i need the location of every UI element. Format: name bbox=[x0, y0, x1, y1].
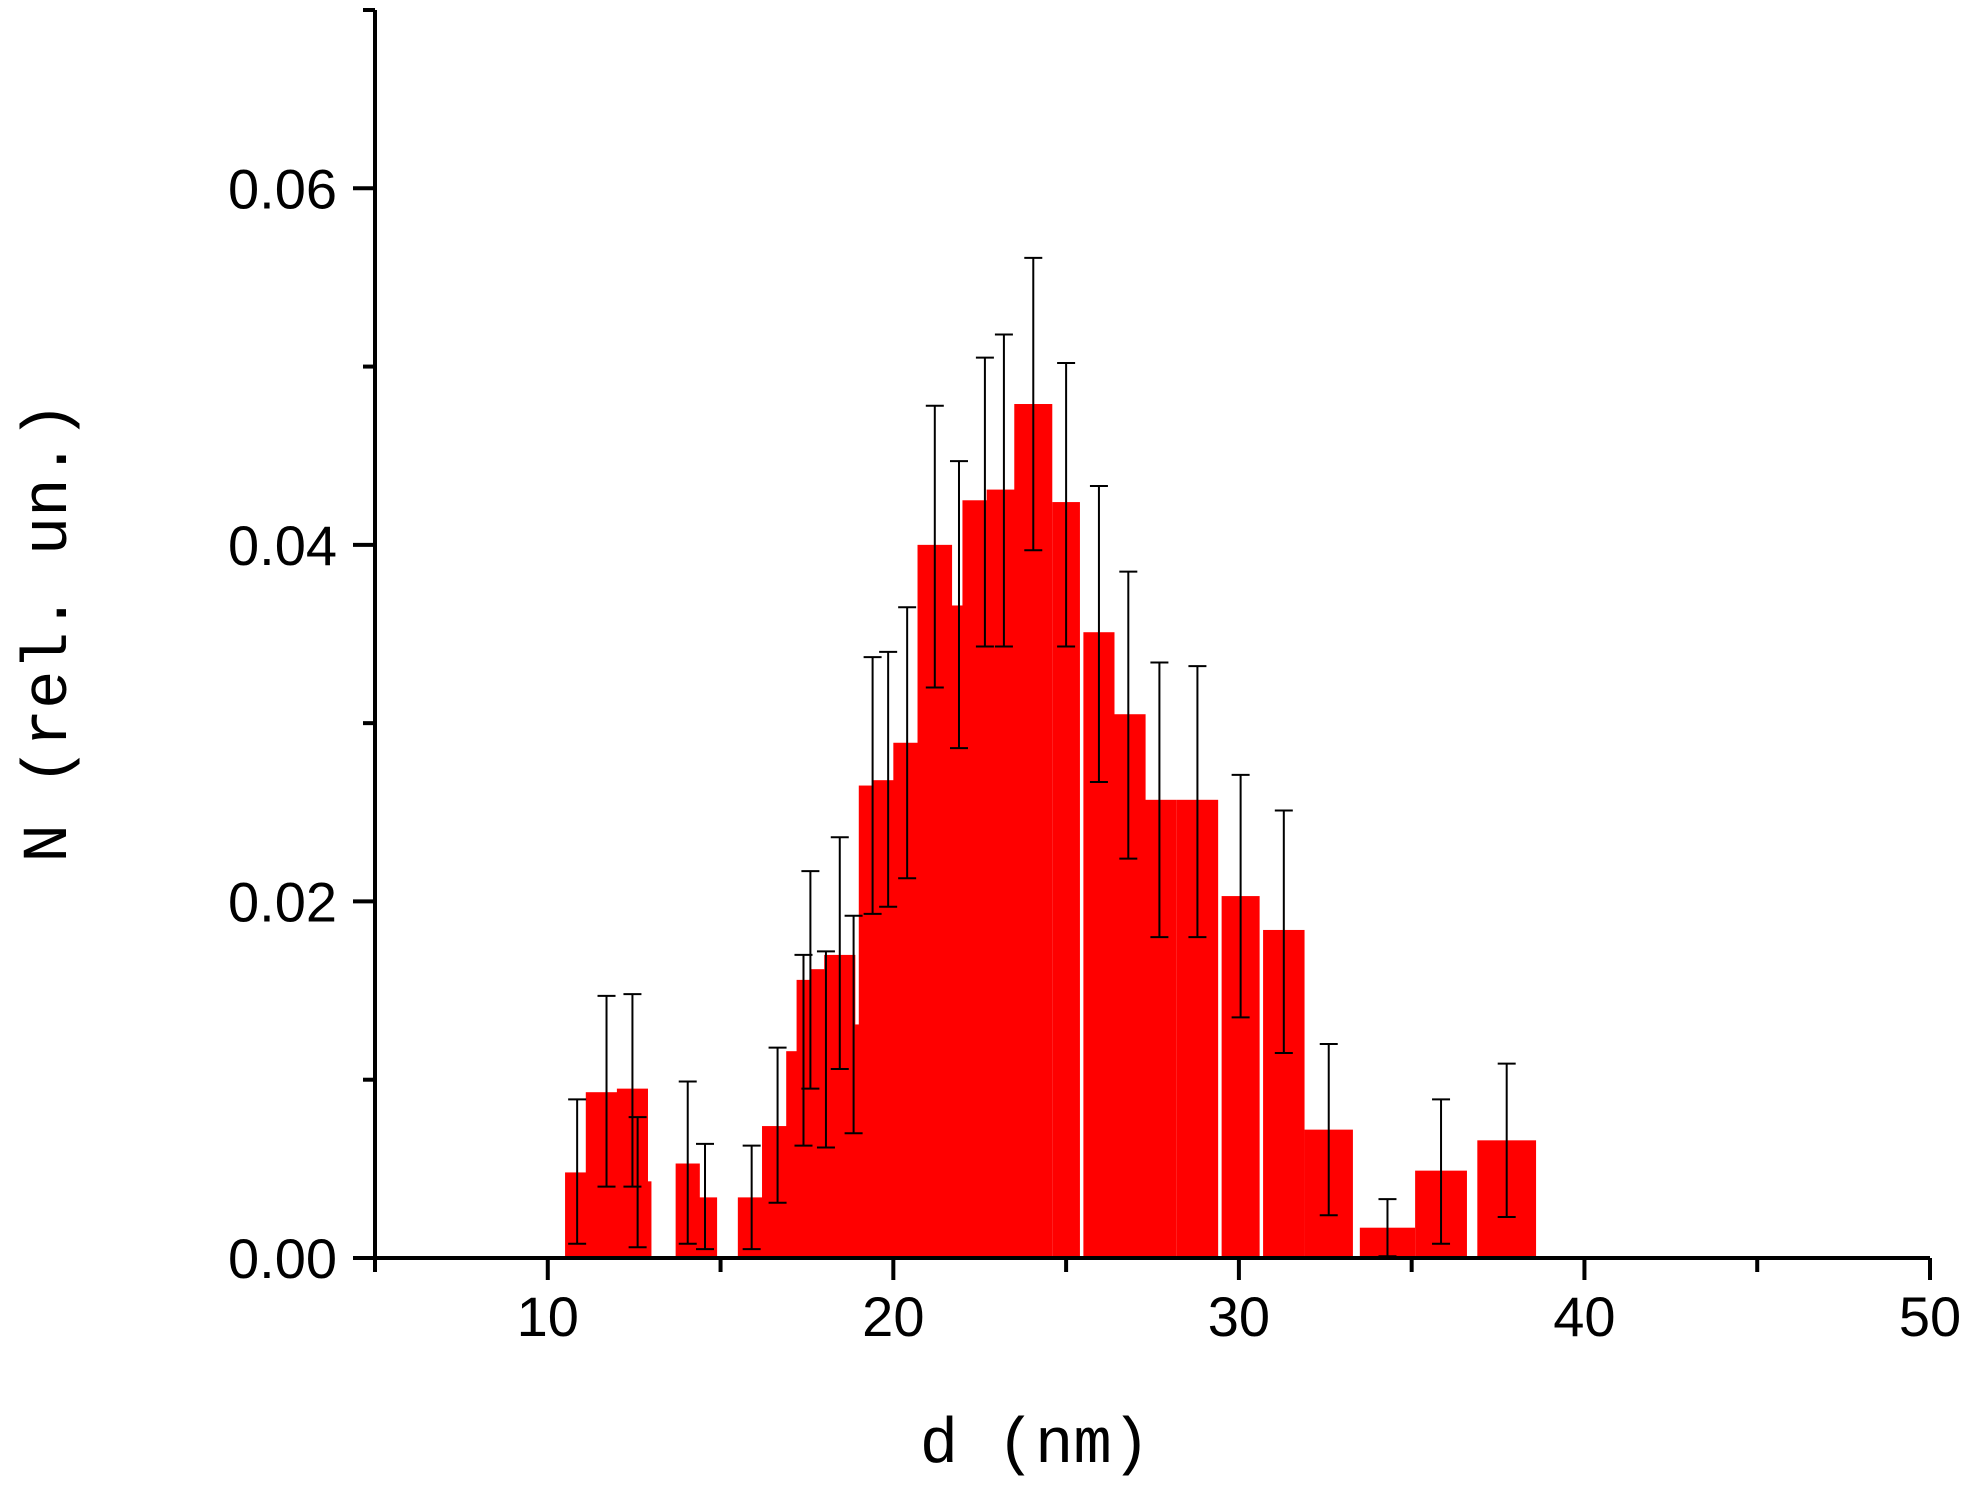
error-bar bbox=[568, 1098, 587, 1245]
error-bar bbox=[1231, 773, 1250, 1019]
x-tick-label: 30 bbox=[1208, 1285, 1270, 1348]
error-bar bbox=[696, 1142, 715, 1251]
error-bar bbox=[816, 950, 835, 1149]
x-axis-title: d (nm) bbox=[920, 1410, 1150, 1481]
error-bar bbox=[1024, 256, 1043, 552]
error-bar bbox=[1057, 362, 1076, 648]
error-bar bbox=[1119, 570, 1138, 860]
error-bar bbox=[994, 333, 1013, 648]
error-bar bbox=[925, 404, 944, 689]
bars-layer bbox=[565, 404, 1537, 1258]
y-tick-label: 0.06 bbox=[228, 157, 337, 220]
axes-layer: 0.00 0.02 0.04 0.06 10 20 30 40 50 bbox=[228, 8, 1961, 1348]
error-bar bbox=[1274, 809, 1293, 1054]
error-bar bbox=[597, 994, 616, 1188]
error-bar bbox=[830, 836, 849, 1071]
error-bar bbox=[1497, 1062, 1516, 1218]
error-bar bbox=[742, 1144, 761, 1251]
error-bar bbox=[1089, 485, 1108, 783]
y-tick-label: 0.00 bbox=[228, 1227, 337, 1290]
error-bars-layer bbox=[568, 256, 1516, 1258]
error-bar bbox=[628, 1116, 647, 1249]
error-bar bbox=[1188, 665, 1207, 939]
error-bar bbox=[879, 650, 898, 908]
x-tick-label: 50 bbox=[1899, 1285, 1961, 1348]
error-bar bbox=[768, 1046, 787, 1204]
y-tick-label: 0.02 bbox=[228, 870, 337, 933]
error-bar bbox=[898, 606, 917, 880]
error-bar bbox=[1319, 1043, 1338, 1217]
x-tick-label: 10 bbox=[517, 1285, 579, 1348]
x-tick-label: 20 bbox=[862, 1285, 924, 1348]
error-bar bbox=[844, 914, 863, 1135]
error-bar bbox=[678, 1080, 697, 1245]
error-bar bbox=[949, 460, 968, 750]
error-bar bbox=[801, 870, 820, 1090]
error-bar bbox=[863, 656, 882, 915]
y-axis-title: N (rel. un.) bbox=[14, 402, 86, 863]
y-tick-label: 0.04 bbox=[228, 514, 337, 577]
error-bar bbox=[975, 356, 994, 648]
x-tick-label: 40 bbox=[1553, 1285, 1615, 1348]
error-bar bbox=[1150, 661, 1169, 939]
error-bar bbox=[1432, 1098, 1451, 1245]
